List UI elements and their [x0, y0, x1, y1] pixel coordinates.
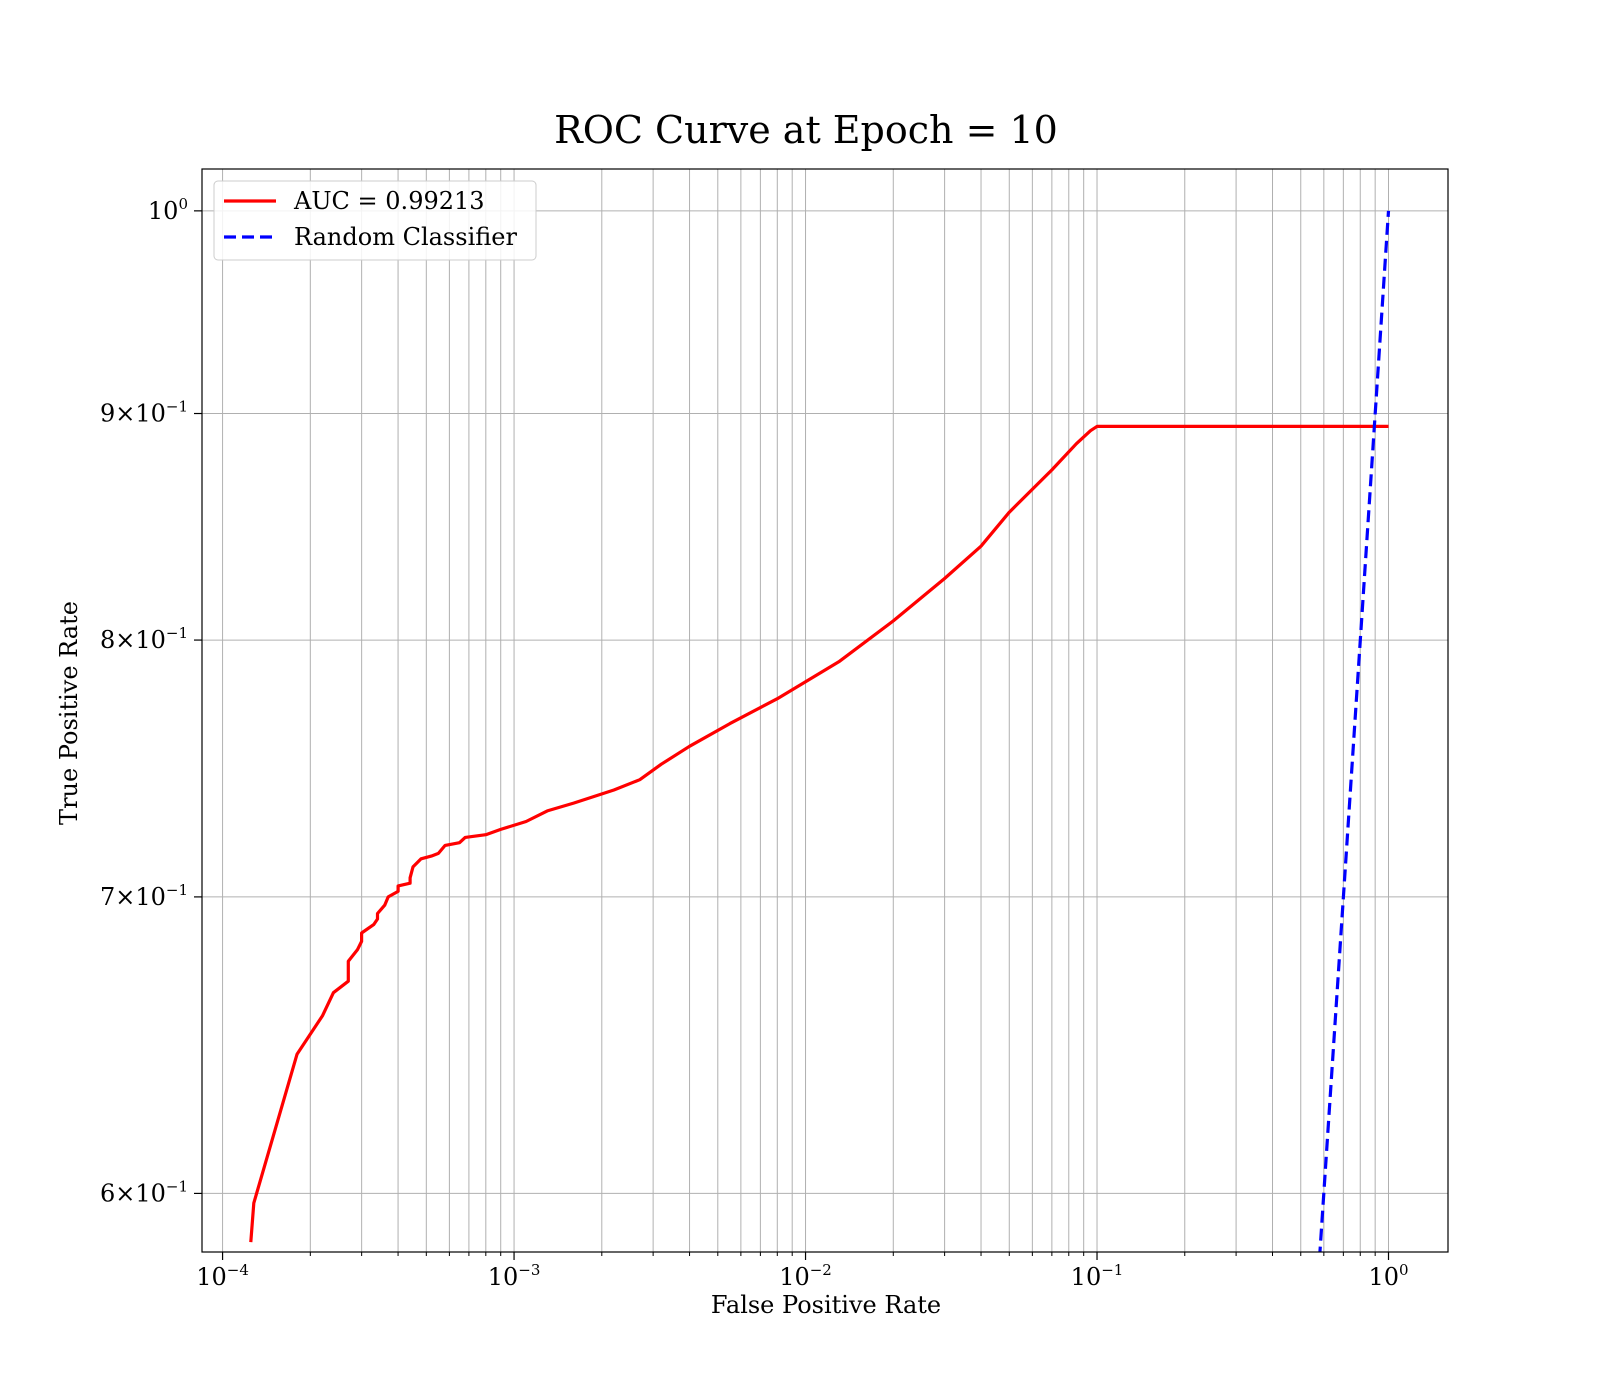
grid [202, 169, 1448, 1252]
series-line-random [1318, 210, 1391, 1252]
legend-label-random: Random Classifier [294, 223, 517, 251]
plot-area [249, 210, 1391, 1252]
plot-frame [201, 168, 1449, 1253]
x-tick-label: 10−3 [488, 1261, 541, 1291]
legend-box [213, 180, 537, 261]
legend-label-roc: AUC = 0.99213 [293, 187, 485, 215]
axis-ticks: 10−4 10−3 10−2 10−1 100 100 9×10−1 8×10−1 7×10−1… [100, 195, 1409, 1291]
x-tick-label: 100 [1368, 1261, 1408, 1291]
y-tick-label: 100 [148, 195, 188, 225]
y-tick-label: 7×10−1 [100, 881, 188, 911]
legend: AUC = 0.99213 Random Classifier [213, 180, 537, 261]
chart-title: ROC Curve at Epoch = 10 [554, 108, 1058, 152]
x-tick-label: 10−1 [1071, 1261, 1124, 1291]
y-tick-label: 9×10−1 [100, 398, 188, 428]
x-axis-label: False Positive Rate [711, 1291, 941, 1319]
y-tick-label: 6×10−1 [100, 1177, 188, 1207]
x-tick-label: 10−4 [196, 1261, 249, 1291]
series-line-roc [249, 424, 1389, 1243]
x-tick-label: 10−2 [779, 1261, 832, 1291]
y-axis-label: True Positive Rate [55, 601, 83, 825]
y-tick-label: 8×10−1 [100, 624, 188, 654]
